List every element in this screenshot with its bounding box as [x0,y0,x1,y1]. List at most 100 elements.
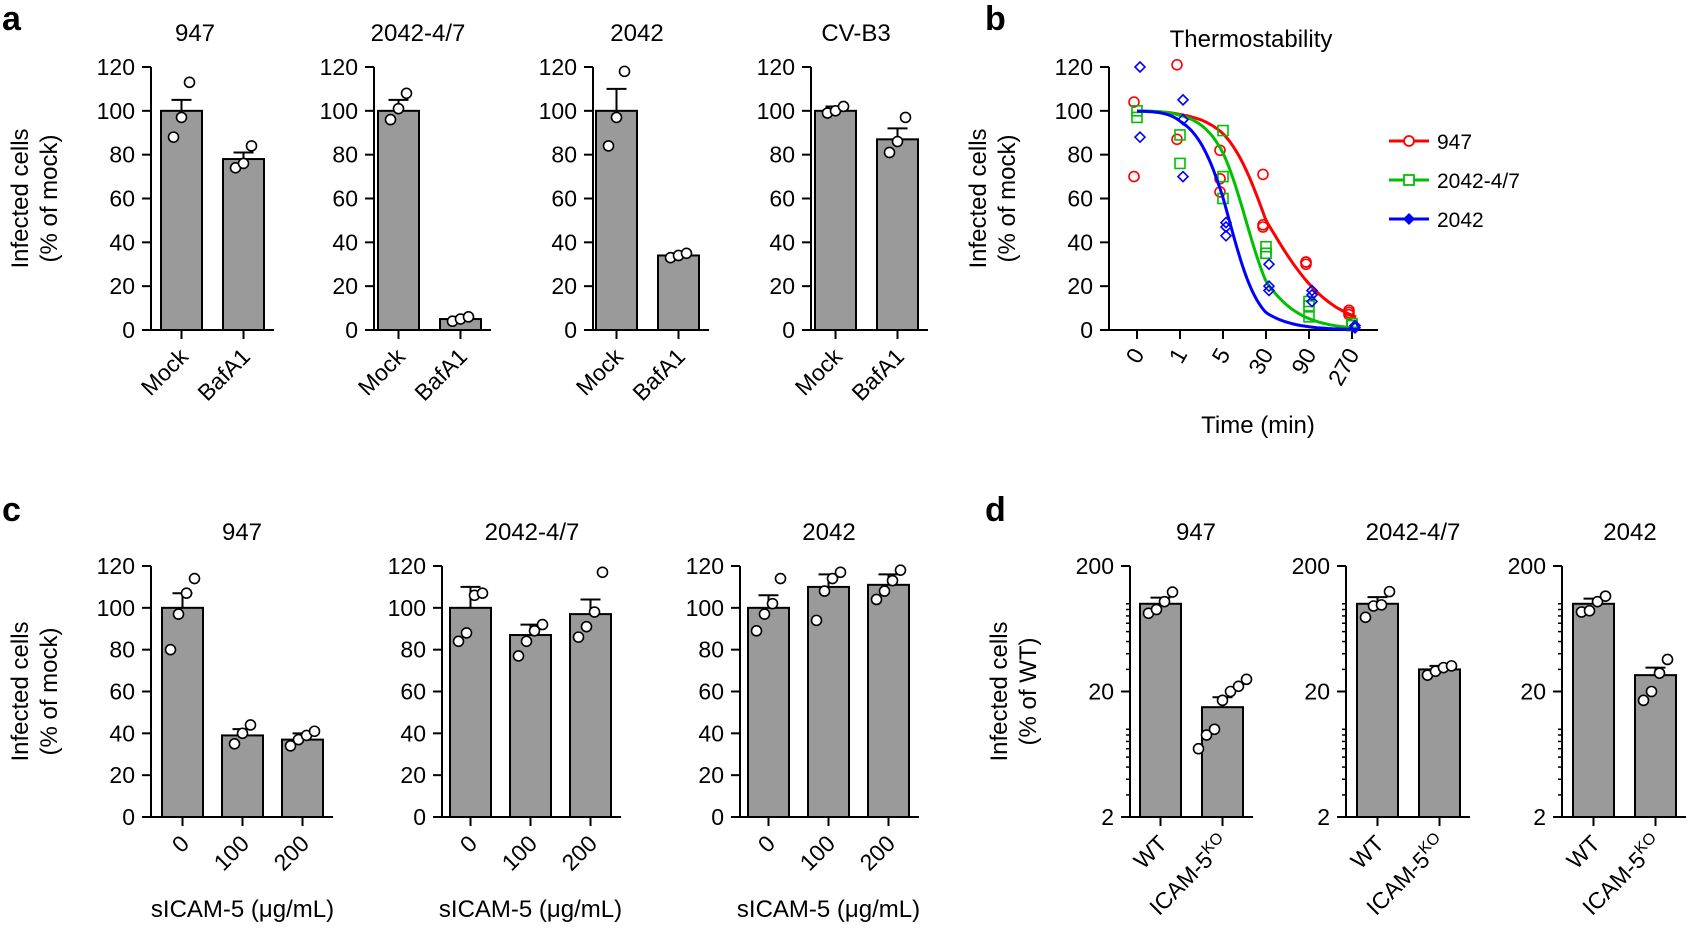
data-point [878,585,891,597]
data-point [1208,723,1221,736]
y-tick-label: 120 [97,553,135,579]
x-tick-label: 0 [753,830,780,857]
data-point [175,111,188,124]
bar [222,158,265,331]
data-point [826,572,839,585]
data-point [883,146,896,159]
x-tick-label: 0 [455,830,482,857]
x-tick-label-text: WT [1128,830,1172,874]
data-point [580,620,593,633]
data-point [1257,219,1269,231]
data-point [1300,256,1312,268]
y-axis-label-units: (% of mock) [994,134,1021,262]
y-tick-label: 60 [769,186,795,212]
y-tick-label: 0 [413,804,426,830]
data-point [1240,673,1253,686]
data-point [460,627,473,639]
y-tick-label: 120 [686,553,724,579]
data-point [602,140,615,152]
bar [1139,602,1182,818]
data-point [891,135,904,148]
data-point [1661,653,1674,666]
y-tick-label: 2 [1317,804,1330,830]
bar [1201,706,1244,818]
data-point [1583,604,1596,617]
data-point [1260,240,1272,253]
y-tick-label: 80 [109,142,135,168]
fit-curve [1137,109,1357,319]
panel-label-d: d [985,491,1006,529]
x-tick-label: WT [1128,830,1172,874]
x-tick-label: 1 [1163,344,1192,368]
data-point [245,140,258,152]
x-tick-label: 200 [557,830,603,876]
x-tick-label: 200 [269,830,315,876]
chart-title: 2042-4/7 [485,519,580,546]
x-tick-label: 0 [167,830,194,857]
y-tick-label: 2 [1101,804,1114,830]
data-point [1219,220,1233,234]
data-point [164,643,177,656]
data-point [1219,216,1233,229]
data-point [610,111,623,124]
data-point [237,157,250,170]
bar [1418,668,1461,819]
y-tick-label: 40 [109,720,135,746]
data-point [774,572,787,585]
y-tick-label: 80 [400,637,426,663]
y-tick-label: 0 [782,317,795,343]
fit-curve [1137,109,1357,330]
data-point [818,585,831,597]
data-point [766,597,779,610]
x-tick-label-text: WT [1561,830,1605,874]
legend-marker [1403,135,1415,147]
y-tick-label: 0 [122,804,135,830]
data-point [1262,258,1276,271]
y-tick-label: 100 [539,98,577,124]
y-tick-label: 120 [1055,54,1093,80]
chart-title: 947 [1176,519,1216,546]
y-axis-label-units: (% of WT) [1015,638,1042,746]
data-point [1645,685,1658,698]
data-point [1176,170,1190,183]
y-tick-label: 200 [1508,553,1546,579]
x-tick-label-text: 100 [795,830,841,876]
x-tick-label: 200 [855,830,901,876]
x-tick-label: BafA1 [846,343,909,406]
y-tick-label: 60 [551,186,577,212]
chart-title: 2042 [1603,519,1656,546]
bar [867,583,910,819]
data-point [512,650,525,662]
y-axis-label: Infected cells [7,128,34,268]
x-tick-label: Mock [353,343,411,401]
data-point [452,635,465,648]
y-tick-label: 20 [1304,679,1330,705]
x-tick-label: WT [1561,830,1605,874]
y-tick-label: 100 [320,98,358,124]
x-tick-label-text: 0 [167,830,194,857]
y-tick-label: 80 [1067,142,1093,168]
y-tick-label: 60 [400,679,426,705]
y-tick-label: 0 [345,317,358,343]
x-tick-label-text: 0 [753,830,780,857]
data-point [1219,229,1233,242]
legend-label: 947 [1437,131,1472,154]
y-tick-label: 20 [698,762,724,788]
data-point [172,608,185,620]
data-point [1260,247,1272,260]
data-point [1174,157,1186,170]
bar [876,138,919,331]
bar [657,254,700,332]
y-tick-label: 100 [1055,98,1093,124]
data-point [1375,599,1388,611]
legend-marker [1403,174,1415,186]
bar [161,606,204,818]
data-point [1348,321,1362,334]
x-axis-label: sICAM-5 (μg/mL) [439,896,622,923]
y-tick-label: 20 [1520,679,1546,705]
data-point [1214,172,1226,185]
legend-marker [1402,212,1416,226]
y-tick-label: 120 [539,54,577,80]
data-point [384,113,397,126]
data-point [1445,660,1458,672]
